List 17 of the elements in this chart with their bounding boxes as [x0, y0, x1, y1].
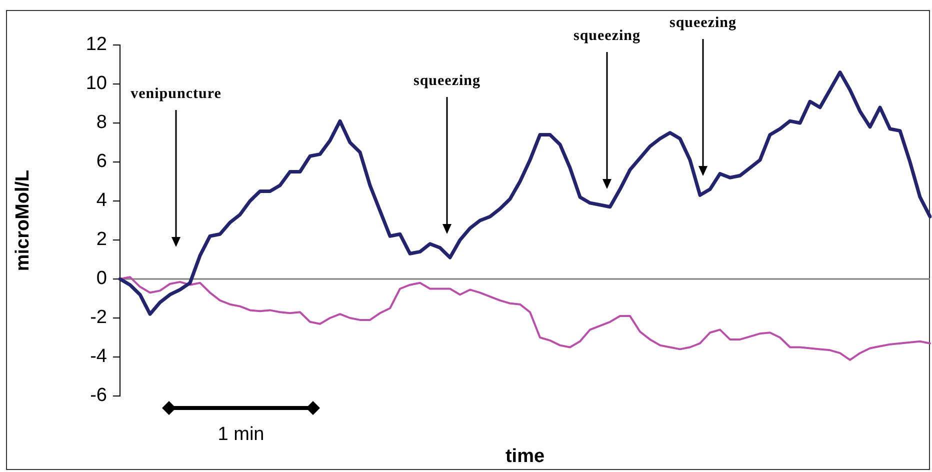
y-tick-label: 2	[96, 229, 107, 250]
y-tick-label: -6	[90, 385, 107, 406]
y-tick-label: 0	[96, 268, 107, 290]
x-axis-title: time	[505, 446, 545, 467]
y-tick-label: 12	[86, 34, 107, 56]
text: squeezing	[669, 15, 736, 31]
text: 1 min	[216, 424, 266, 446]
y-tick-label: 4	[96, 190, 108, 212]
text: squeezing	[573, 28, 640, 44]
y-tick-label: -4	[90, 346, 108, 368]
y-tick-label: -2	[90, 307, 107, 328]
y-tick-label: 8	[96, 112, 107, 134]
y-tick-label: 10	[86, 73, 107, 94]
y-tick-label: 6	[96, 151, 107, 172]
annotation: squeezing	[412, 73, 482, 90]
y-axis-title: microMol/L	[12, 169, 34, 272]
annotation: venipuncture	[130, 86, 222, 102]
